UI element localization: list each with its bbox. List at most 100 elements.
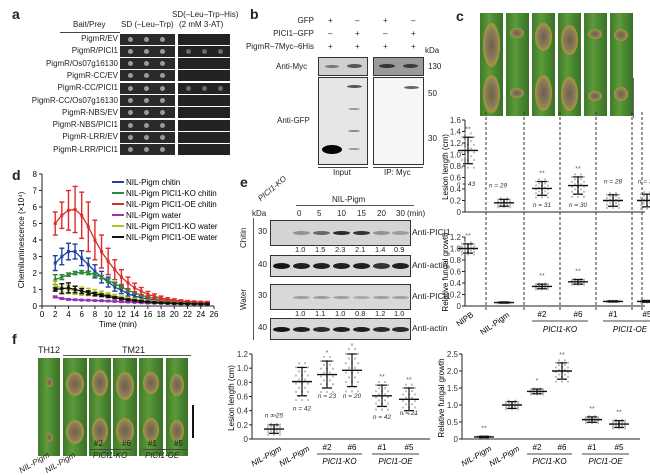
yeast-colony	[128, 85, 133, 91]
f-lesion-data-point	[386, 383, 390, 387]
blot-label-anti-myc: Anti-Myc	[276, 62, 308, 71]
lesion-spot	[535, 75, 552, 111]
c-lesion-data-point	[614, 195, 618, 198]
c-fungal-significance: **	[539, 273, 545, 280]
lesion-spot	[143, 372, 159, 394]
c-lesion-data-point	[579, 178, 583, 181]
f-lesion-significance: *	[351, 343, 354, 350]
y2h-row-label: PigmR/EV	[81, 34, 118, 43]
e-chitin-bracket	[253, 218, 254, 280]
f-lesion-data-point	[350, 390, 354, 393]
plate-selective	[178, 33, 230, 45]
f-lesion-data-point	[331, 390, 335, 394]
d-data-point	[80, 256, 84, 260]
f-lesion-data-point	[306, 366, 310, 369]
d-data-point	[93, 238, 97, 242]
d-data-point	[106, 278, 110, 282]
y2h-header-col2-line2: (2 mM 3-AT)	[179, 20, 224, 29]
f-fungal-xlabel: NIL-Pigm	[488, 444, 522, 469]
f-lesion-data-point	[347, 357, 351, 360]
band	[293, 295, 310, 299]
marker-30: 30	[428, 134, 437, 143]
c-lesion-data-point	[642, 191, 646, 194]
d-data-point	[146, 292, 150, 296]
c-lesion-data-point	[469, 147, 473, 150]
d-data-point	[100, 275, 104, 279]
c-lesion-data-point	[617, 203, 621, 206]
c-fungal-data-point	[469, 249, 473, 252]
d-data-point	[166, 297, 170, 301]
d-data-point	[66, 250, 70, 254]
f-lesion-significance: **	[271, 414, 277, 421]
leaf-image	[113, 358, 137, 456]
f-fungal-xlabel: #6	[558, 443, 567, 452]
f-fungal-data-point	[516, 406, 520, 409]
f-fungal-data-point	[620, 424, 624, 427]
f-lesion-data-point	[386, 390, 390, 393]
d-data-point	[106, 294, 110, 298]
f-lesion-data-point	[401, 412, 405, 416]
c-fungal-data-point	[469, 244, 473, 247]
ip-underline	[373, 167, 423, 168]
lesion-spot	[510, 88, 524, 98]
c-lesion-data-point	[540, 196, 544, 199]
d-data-point	[53, 283, 57, 287]
c-fungal-data-point	[460, 253, 464, 256]
d-data-point	[146, 300, 150, 304]
f-fungal-ytick-label: 0	[454, 435, 459, 444]
leaf-image	[610, 13, 633, 116]
d-xtick-label: 14	[130, 310, 139, 319]
f-lesion-data-point	[306, 390, 310, 393]
band	[373, 295, 390, 299]
e-ratio: 0.9	[394, 245, 405, 254]
f-fungal-significance: **	[481, 425, 487, 432]
d-data-point	[139, 289, 143, 293]
d-xtick-label: 22	[183, 310, 192, 319]
c-xlabel: NIL-Pigm	[479, 310, 512, 337]
d-data-point	[53, 288, 57, 291]
plate-selective	[178, 82, 230, 94]
f-lesion-data-point	[266, 433, 270, 436]
d-data-point	[119, 275, 123, 279]
f-lesion-data-point	[303, 378, 307, 381]
f-lesion-data-point	[269, 429, 273, 433]
f-lesion-ytick-label: 0.4	[237, 407, 249, 416]
f-lesion-data-point	[297, 378, 301, 381]
c-lesion-data-point	[472, 143, 476, 146]
e-time-label: 10	[337, 209, 346, 218]
d-data-point	[126, 292, 130, 296]
band	[392, 326, 409, 332]
f-lesion-xlabel: #6	[348, 443, 357, 452]
c-lesion-data-point	[460, 136, 464, 139]
d-data-point	[73, 288, 77, 291]
f-fungal-ytick-label: 0.5	[447, 418, 459, 427]
d-xtick-label: 4	[66, 310, 71, 319]
f-lesion-data-point	[266, 426, 270, 429]
f-lesion-data-point	[344, 362, 348, 365]
f-fungal-data-point	[611, 419, 615, 422]
f-lesion-significance: **	[379, 374, 385, 381]
f-lesion-xlabel: #2	[323, 443, 332, 452]
f-lesion-data-point	[413, 386, 417, 389]
f-group-label-ko: PICI1-KO	[93, 451, 128, 460]
c-lesion-data-point	[543, 178, 547, 181]
d-data-point	[192, 300, 196, 304]
c-lesion-data-point	[460, 143, 464, 146]
e-ratio: 1.4	[375, 245, 386, 254]
f-lesion-data-point	[413, 406, 417, 409]
f-lesion-data-point	[272, 433, 276, 436]
f-fungal-data-point	[623, 421, 627, 424]
f-lesion-data-point	[303, 386, 307, 389]
band	[373, 326, 390, 332]
y2h-row-label: PigmR-LRR/EV	[62, 132, 118, 142]
e-blot	[270, 220, 411, 246]
y2h-header-col1: SD (–Leu–Trp)	[121, 20, 174, 29]
d-ytick-label: 3	[33, 253, 38, 262]
c-xlabel: #6	[574, 310, 583, 319]
c-lesion-ytick-label: 0	[457, 208, 462, 217]
e-marker: 30	[258, 227, 267, 236]
c-xlabel: #5	[643, 310, 650, 319]
f-lesion-data-point	[401, 393, 405, 396]
f-fungal-data-point	[614, 424, 618, 427]
d-legend-label: NIL-Pigm chitin	[126, 178, 180, 187]
